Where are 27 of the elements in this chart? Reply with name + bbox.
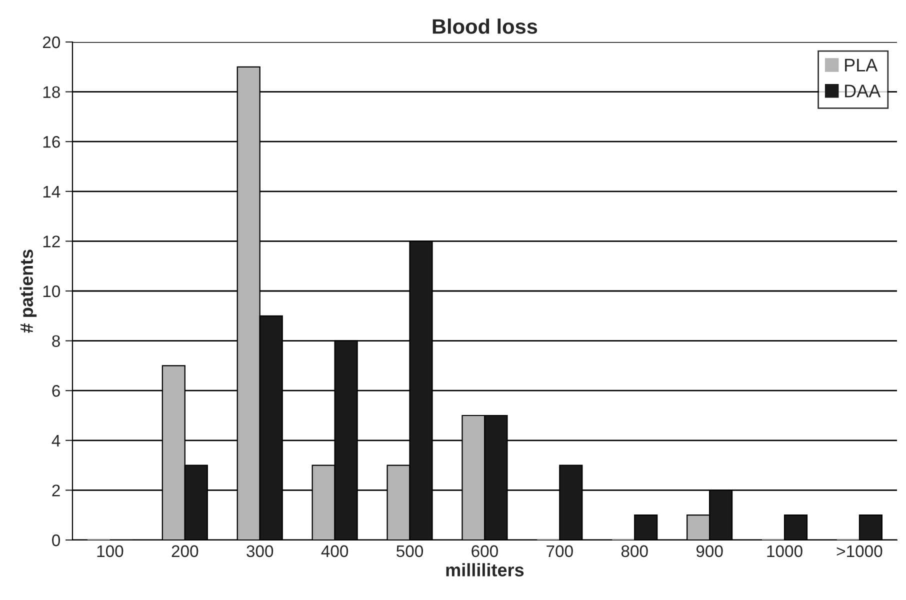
legend-label: PLA xyxy=(845,58,878,72)
x-tick-label: 100 xyxy=(97,545,124,558)
y-tick-label: 4 xyxy=(52,434,60,446)
x-tick-label: 500 xyxy=(396,545,424,558)
x-tick-label: 1000 xyxy=(767,545,802,558)
y-tick-label: 18 xyxy=(43,86,60,98)
x-tick-label: >1000 xyxy=(836,545,882,558)
x-axis-title: milliliters xyxy=(446,563,524,576)
x-tick-label: 600 xyxy=(472,545,498,558)
x-tick-label: 400 xyxy=(321,545,348,558)
y-tick-label: 14 xyxy=(43,186,60,198)
y-tick-label: 16 xyxy=(43,136,60,148)
y-tick-label: 10 xyxy=(43,285,60,298)
y-axis-title: # patients xyxy=(20,250,37,333)
y-tick-label: 12 xyxy=(43,236,60,248)
chart-title: Blood loss xyxy=(432,18,538,34)
x-tick-label: 900 xyxy=(696,545,723,558)
x-tick-label: 200 xyxy=(172,545,198,558)
legend-label: DAA xyxy=(845,84,881,98)
y-tick-label: 20 xyxy=(42,36,60,48)
y-tick-label: 0 xyxy=(52,534,60,546)
y-tick-label: 2 xyxy=(52,484,60,496)
y-tick-label: 8 xyxy=(52,335,60,348)
x-tick-label: 700 xyxy=(546,545,573,558)
y-tick-label: 6 xyxy=(52,385,60,397)
x-tick-label: 800 xyxy=(621,545,648,558)
x-tick-label: 300 xyxy=(246,545,274,558)
